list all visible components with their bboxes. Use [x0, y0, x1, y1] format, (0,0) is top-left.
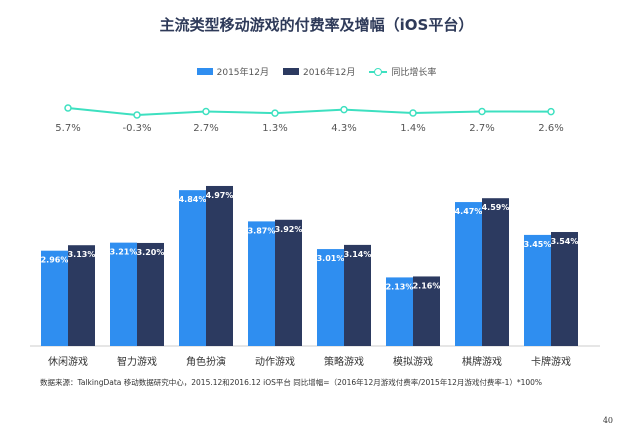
bar-2015-1: [110, 242, 137, 346]
legend-label-growth: 同比增长率: [391, 68, 437, 78]
bar-2015-3: [248, 221, 275, 346]
bar-2016-2: [206, 185, 233, 346]
bar-2016-3: [275, 219, 302, 346]
data-label-2015-2: 4.84%: [179, 195, 207, 204]
bar-2015-2: [179, 190, 206, 346]
legend-swatch-2016: [282, 68, 299, 75]
x-tick-label-2: 角色扮演: [186, 355, 226, 368]
growth-point-4: [340, 105, 348, 114]
legend-swatch-2015: [196, 68, 213, 75]
data-label-2015-7: 3.45%: [524, 240, 552, 249]
bar-2015-7: [524, 234, 551, 346]
growth-point-5: [409, 109, 417, 117]
x-tick-label-6: 棋牌游戏: [462, 355, 502, 368]
legend-item-growth: 同比增长率: [369, 65, 436, 78]
bar-2015-0: [41, 250, 68, 346]
legend-label-2015: 2015年12月: [216, 68, 269, 78]
data-label-2016-4: 3.14%: [344, 250, 372, 259]
legend-label-2016: 2016年12月: [302, 68, 356, 78]
growth-label-1: -0.3%: [122, 123, 151, 134]
growth-label-0: 5.7%: [55, 123, 80, 134]
growth-point-0: [64, 104, 72, 112]
growth-label-6: 2.7%: [469, 123, 494, 134]
x-tick-label-7: 卡牌游戏: [531, 355, 571, 368]
legend: 2015年12月 2016年12月 同比增长率: [0, 65, 633, 78]
bar-2016-5: [413, 276, 440, 346]
data-label-2015-4: 3.01%: [317, 254, 345, 263]
legend-item-2016: 2016年12月: [282, 65, 356, 78]
data-label-2015-1: 3.21%: [110, 248, 138, 257]
bar-2016-4: [344, 244, 371, 346]
bar-2015-5: [386, 277, 413, 346]
x-tick-label-5: 模拟游戏: [393, 355, 433, 368]
data-label-2016-5: 2.16%: [413, 281, 441, 290]
data-label-2015-0: 2.96%: [41, 256, 69, 265]
chart-title: 主流类型移动游戏的付费率及增幅（iOS平台）: [159, 16, 474, 34]
bar-2016-1: [137, 242, 164, 346]
growth-label-5: 1.4%: [400, 123, 425, 134]
x-tick-label-3: 动作游戏: [255, 355, 295, 368]
bar-2016-7: [551, 232, 578, 346]
data-label-2016-2: 4.97%: [206, 191, 234, 200]
growth-label-4: 4.3%: [331, 123, 356, 134]
growth-point-6: [478, 107, 486, 116]
bar-2015-6: [455, 202, 482, 346]
growth-point-7: [547, 107, 555, 116]
growth-label-7: 2.6%: [538, 123, 563, 134]
page-number: 40: [602, 416, 613, 425]
data-label-2016-7: 3.54%: [551, 237, 579, 246]
growth-line: [67, 107, 552, 117]
data-label-2015-6: 4.47%: [455, 207, 483, 216]
bar-2015-4: [317, 249, 344, 346]
x-tick-label-0: 休闲游戏: [48, 355, 88, 368]
bar-2016-0: [68, 245, 95, 346]
data-label-2015-5: 2.13%: [386, 282, 414, 291]
growth-point-3: [271, 109, 279, 117]
bar-2016-6: [482, 198, 509, 346]
source-note: 数据来源：TalkingData 移动数据研究中心，2015.12和2016.1…: [40, 378, 543, 387]
data-label-2016-3: 3.92%: [275, 225, 303, 234]
x-tick-label-1: 智力游戏: [117, 355, 157, 368]
data-label-2015-3: 3.87%: [248, 226, 276, 235]
growth-label-2: 2.7%: [193, 123, 218, 134]
data-label-2016-0: 3.13%: [68, 250, 96, 259]
data-label-2016-6: 4.59%: [482, 203, 510, 212]
x-tick-label-4: 策略游戏: [324, 355, 364, 368]
growth-point-2: [202, 107, 210, 116]
growth-point-1: [133, 111, 141, 119]
data-label-2016-1: 3.20%: [137, 248, 165, 257]
legend-swatch-growth: [369, 67, 388, 76]
growth-label-3: 1.3%: [262, 123, 287, 134]
legend-item-2015: 2015年12月: [196, 65, 269, 78]
